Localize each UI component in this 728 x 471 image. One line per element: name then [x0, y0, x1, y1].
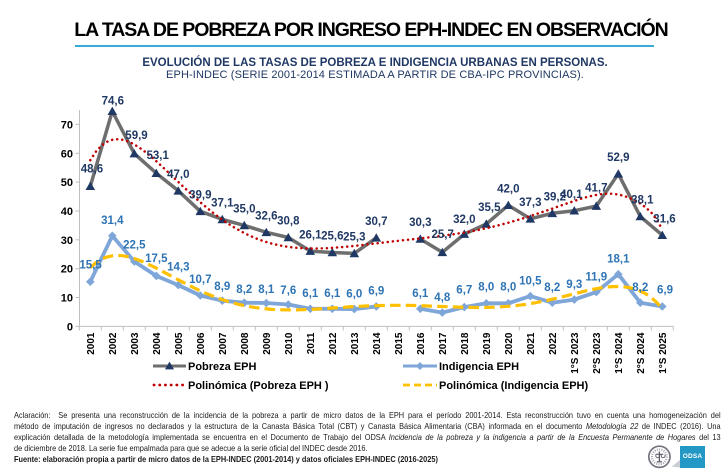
svg-text:74,6: 74,6 — [102, 96, 124, 108]
svg-text:53,1: 53,1 — [147, 150, 170, 162]
svg-text:2021: 2021 — [526, 332, 537, 355]
svg-text:2°S 2023: 2°S 2023 — [592, 332, 603, 374]
svg-text:32,0: 32,0 — [453, 214, 475, 226]
svg-text:2014: 2014 — [372, 332, 383, 355]
svg-text:Polinómica (Pobreza EPH ): Polinómica (Pobreza EPH ) — [188, 380, 329, 392]
svg-text:1°S 2024: 1°S 2024 — [614, 332, 625, 374]
svg-text:20: 20 — [61, 264, 73, 276]
svg-text:39,2: 39,2 — [544, 192, 566, 204]
svg-text:2009: 2009 — [262, 332, 273, 355]
svg-text:2012: 2012 — [328, 332, 339, 355]
svg-text:2005: 2005 — [174, 332, 185, 355]
svg-text:2004: 2004 — [152, 332, 163, 355]
svg-text:47,0: 47,0 — [167, 169, 189, 181]
svg-text:2020: 2020 — [504, 332, 515, 355]
svg-text:17,5: 17,5 — [145, 253, 168, 265]
svg-text:25,7: 25,7 — [432, 229, 454, 241]
svg-text:8,9: 8,9 — [214, 281, 230, 293]
svg-text:8,2: 8,2 — [544, 282, 560, 294]
svg-text:8,1: 8,1 — [258, 284, 275, 296]
svg-text:2006: 2006 — [196, 332, 207, 355]
svg-text:6,1: 6,1 — [324, 288, 341, 300]
svg-text:37,1: 37,1 — [211, 198, 234, 210]
svg-text:50: 50 — [61, 177, 73, 189]
svg-text:15,5: 15,5 — [79, 260, 102, 272]
svg-text:2015: 2015 — [394, 332, 405, 355]
svg-text:10: 10 — [61, 293, 73, 305]
svg-text:30,7: 30,7 — [365, 216, 387, 228]
svg-text:2018: 2018 — [460, 332, 471, 355]
svg-text:Pobreza EPH: Pobreza EPH — [188, 361, 257, 373]
svg-text:8,2: 8,2 — [236, 284, 252, 296]
svg-text:7,6: 7,6 — [280, 285, 296, 297]
svg-text:2019: 2019 — [482, 332, 493, 355]
svg-text:6,7: 6,7 — [456, 284, 472, 296]
svg-text:40: 40 — [61, 206, 73, 218]
svg-text:2002: 2002 — [108, 332, 119, 355]
svg-text:6,1: 6,1 — [412, 288, 429, 300]
svg-text:6,9: 6,9 — [657, 284, 673, 296]
svg-text:6,1: 6,1 — [302, 288, 319, 300]
svg-text:2010: 2010 — [284, 332, 295, 355]
svg-text:26,1: 26,1 — [299, 229, 322, 241]
svg-text:8,2: 8,2 — [632, 282, 648, 294]
svg-text:2011: 2011 — [306, 332, 317, 354]
svg-text:38,1: 38,1 — [631, 195, 654, 207]
svg-text:8,0: 8,0 — [478, 282, 494, 294]
svg-text:4,8: 4,8 — [434, 292, 451, 304]
svg-text:31,6: 31,6 — [653, 213, 675, 225]
svg-text:35,5: 35,5 — [478, 202, 501, 214]
svg-text:60: 60 — [61, 148, 73, 160]
svg-text:35,0: 35,0 — [233, 204, 255, 216]
svg-text:37,3: 37,3 — [519, 197, 541, 209]
svg-text:40,1: 40,1 — [560, 189, 583, 201]
svg-text:30,3: 30,3 — [409, 217, 431, 229]
svg-text:0: 0 — [67, 321, 73, 333]
svg-text:9,3: 9,3 — [566, 279, 582, 291]
svg-text:48,6: 48,6 — [81, 164, 103, 176]
svg-text:2022: 2022 — [548, 332, 559, 355]
svg-text:10,5: 10,5 — [519, 275, 542, 287]
svg-text:1°S 2023: 1°S 2023 — [570, 332, 581, 374]
svg-text:6,9: 6,9 — [368, 286, 384, 298]
svg-text:10,7: 10,7 — [189, 274, 211, 286]
svg-text:52,9: 52,9 — [607, 152, 629, 164]
svg-text:1°S 2025: 1°S 2025 — [658, 332, 669, 374]
svg-text:18,1: 18,1 — [607, 253, 630, 265]
svg-text:6,0: 6,0 — [346, 288, 362, 300]
svg-text:42,0: 42,0 — [497, 183, 519, 195]
svg-text:2003: 2003 — [130, 332, 141, 355]
svg-text:2017: 2017 — [438, 332, 449, 355]
svg-text:8,0: 8,0 — [500, 282, 516, 294]
svg-text:22,5: 22,5 — [123, 239, 146, 251]
svg-text:70: 70 — [61, 119, 73, 131]
svg-text:14,3: 14,3 — [167, 261, 189, 273]
svg-text:41,7: 41,7 — [585, 183, 607, 195]
svg-text:39,9: 39,9 — [189, 190, 211, 202]
svg-text:11,9: 11,9 — [585, 271, 607, 283]
svg-text:2°S 2024: 2°S 2024 — [636, 332, 647, 374]
svg-text:Indigencia EPH: Indigencia EPH — [439, 361, 519, 373]
svg-text:2013: 2013 — [350, 332, 361, 355]
svg-text:25,6: 25,6 — [321, 231, 343, 243]
svg-text:2008: 2008 — [240, 332, 251, 355]
svg-text:2001: 2001 — [86, 332, 97, 355]
svg-text:32,6: 32,6 — [255, 211, 277, 223]
svg-text:30,8: 30,8 — [277, 216, 300, 228]
svg-text:2016: 2016 — [416, 332, 427, 355]
svg-text:59,9: 59,9 — [125, 130, 147, 142]
svg-text:30: 30 — [61, 235, 73, 247]
svg-text:2007: 2007 — [218, 332, 229, 355]
svg-text:25,3: 25,3 — [343, 232, 365, 244]
svg-text:31,4: 31,4 — [101, 215, 124, 227]
svg-text:Polinómica (Indigencia EPH): Polinómica (Indigencia EPH) — [439, 380, 588, 392]
